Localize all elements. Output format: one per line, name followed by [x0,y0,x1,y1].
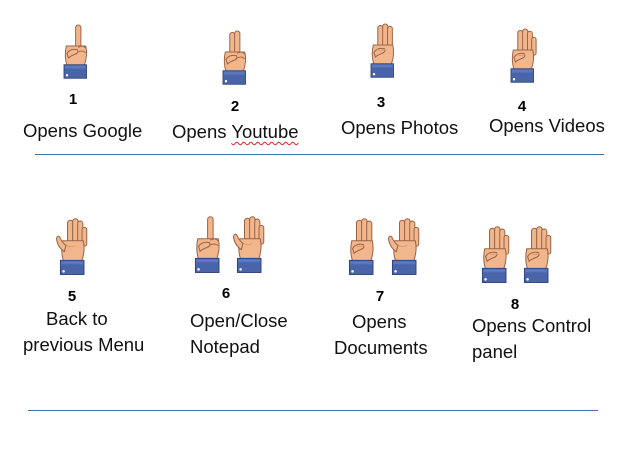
gesture-number: 2 [230,98,240,115]
gesture-number: 1 [68,91,78,108]
hand-four-fingers-icon [502,18,544,94]
gesture-number: 8 [510,296,520,313]
gesture-label: Notepad [190,336,260,357]
gesture-label: panel [472,341,518,362]
divider-line [35,154,604,155]
gesture-label: Back to [46,308,108,329]
gesture-label: previous Menu [23,334,145,355]
hand-four-fingers-icon [515,216,559,294]
gesture-number: 7 [375,288,385,305]
gesture-label: Documents [334,337,428,358]
hand-five-fingers-icon [51,208,95,286]
gesture-label: Open/Close [190,310,288,331]
divider-line [28,410,598,411]
gesture-label: Opens Control [472,315,592,336]
gesture-label: Opens Photos [341,117,459,138]
gesture-label: Opens Youtube [172,121,299,142]
gesture-number: 4 [517,98,527,115]
gesture-number: 3 [376,94,386,111]
hand-two-fingers-icon [214,20,256,96]
hand-three-fingers-icon [362,13,404,89]
gesture-label: Opens Google [23,120,143,141]
hand-five-fingers-icon [228,206,272,284]
gesture-number: 5 [67,288,77,305]
hand-four-fingers-icon [473,216,517,294]
hand-five-fingers-icon [383,208,427,286]
gesture-label: Opens [352,311,407,332]
hand-three-fingers-icon [340,208,384,286]
gesture-number: 6 [221,285,231,302]
hand-one-finger-icon [55,14,97,90]
hand-one-finger-icon [186,206,230,284]
gesture-label: Opens Videos [489,115,605,136]
